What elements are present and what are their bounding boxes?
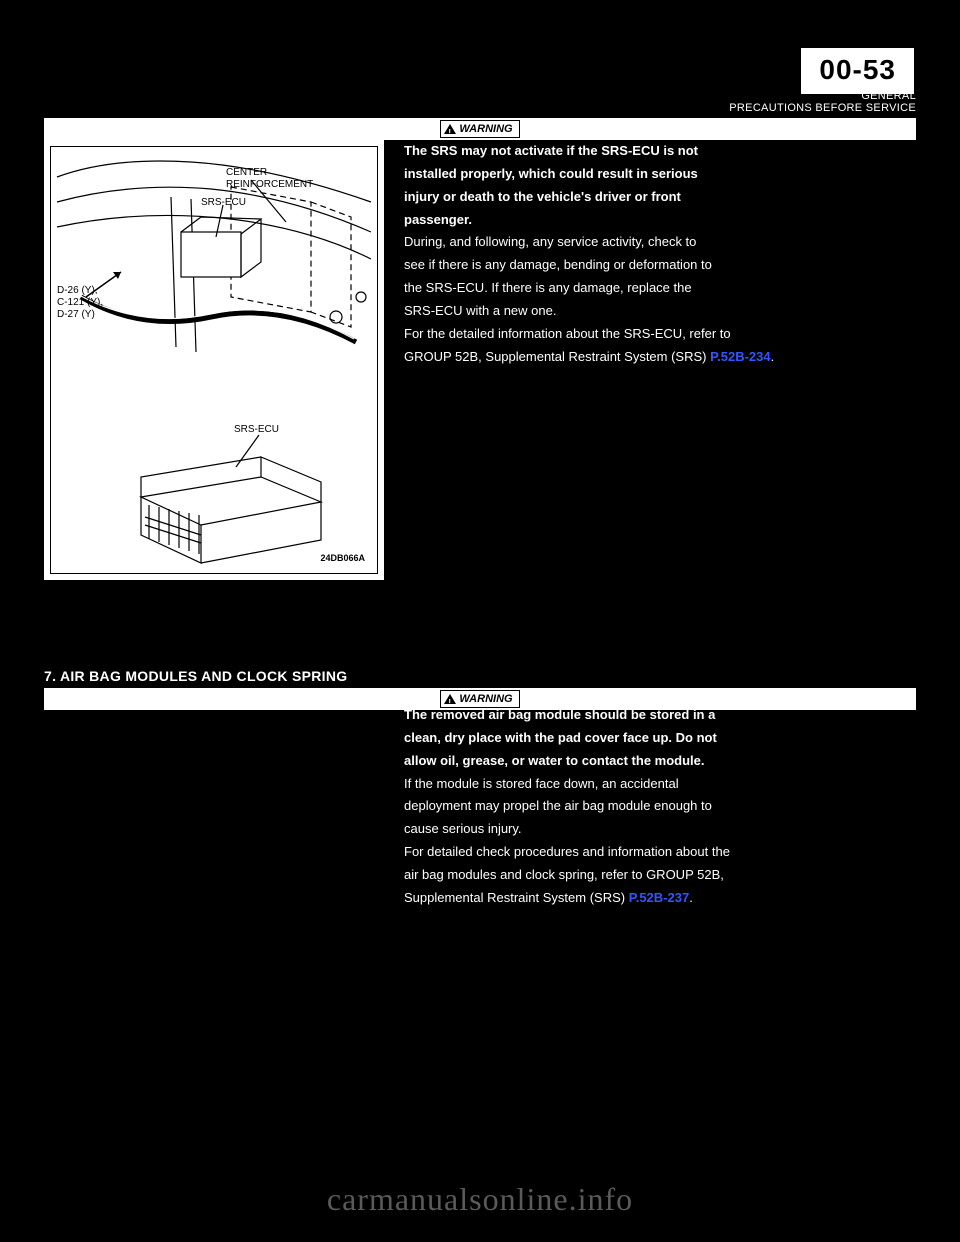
conn-line-1: D-26 (Y), [57,285,103,297]
label-center-reinforcement: CENTERREINFORCEMENT [226,167,313,191]
caution-1-l4: passenger. [404,211,916,230]
link-52b-237[interactable]: P.52B-237 [629,890,689,905]
header-title: GENERAL [861,90,916,102]
caution-2-l1: The removed air bag module should be sto… [404,706,916,725]
warning-bar-1: WARNING [44,118,916,140]
warning-badge: WARNING [440,120,519,138]
body-1-l3: the SRS-ECU. If there is any damage, rep… [404,279,916,298]
caution-2-l3: allow oil, grease, or water to contact t… [404,752,916,771]
conn-line-2: C-121 (Y), [57,297,103,309]
body-1-l1: During, and following, any service activ… [404,233,916,252]
warning-label-2: WARNING [459,691,512,707]
body-1-l4: SRS-ECU with a new one. [404,302,916,321]
warning-label: WARNING [459,121,512,137]
body-1b-l1: For the detailed information about the S… [404,325,916,344]
caution-2-l2: clean, dry place with the pad cover face… [404,729,916,748]
section2-title: 7. AIR BAG MODULES AND CLOCK SPRING [44,668,916,684]
body-2b-l1: For detailed check procedures and inform… [404,843,916,862]
page-number: 00-53 [799,46,916,96]
body-2-l3: cause serious injury. [404,820,916,839]
body-2-l1: If the module is stored face down, an ac… [404,775,916,794]
conn-line-3: D-27 (Y) [57,309,103,321]
figure-svg [51,147,379,575]
warning-triangle-icon [444,124,456,134]
section1-text: The SRS may not activate if the SRS-ECU … [404,142,916,370]
watermark: carmanualsonline.info [0,1181,960,1218]
section2-text: The removed air bag module should be sto… [404,706,916,912]
body-1b-l2: GROUP 52B, Supplemental Restraint System… [404,348,916,367]
figure-frame: CENTERREINFORCEMENT SRS-ECU SRS-ECU D-26… [50,146,378,574]
caution-1-l1: The SRS may not activate if the SRS-ECU … [404,142,916,161]
body-2b-l3-text: Supplemental Restraint System (SRS) [404,890,625,905]
body-2b-l2: air bag modules and clock spring, refer … [404,866,916,885]
figure-id: 24DB066A [320,553,365,563]
section-airbag-modules: 7. AIR BAG MODULES AND CLOCK SPRING WARN… [44,660,916,710]
section-srs-ecu: WARNING [44,118,916,140]
warning-triangle-icon-2 [444,694,456,704]
header-sub: PRECAUTIONS BEFORE SERVICE [729,102,916,114]
link-52b-234[interactable]: P.52B-234 [710,349,770,364]
body-2-l2: deployment may propel the air bag module… [404,797,916,816]
figure-srs-ecu: CENTERREINFORCEMENT SRS-ECU SRS-ECU D-26… [44,140,384,580]
label-connectors: D-26 (Y), C-121 (Y), D-27 (Y) [57,285,103,321]
body-1b-l2-text: GROUP 52B, Supplemental Restraint System… [404,349,707,364]
body-2b-l3: Supplemental Restraint System (SRS) P.52… [404,889,916,908]
caution-1-l2: installed properly, which could result i… [404,165,916,184]
label-srs-ecu-1: SRS-ECU [201,197,246,209]
body-1-l2: see if there is any damage, bending or d… [404,256,916,275]
caution-1-l3: injury or death to the vehicle's driver … [404,188,916,207]
label-srs-ecu-2: SRS-ECU [234,424,279,436]
header-line: GENERAL PRECAUTIONS BEFORE SERVICE [729,90,916,114]
